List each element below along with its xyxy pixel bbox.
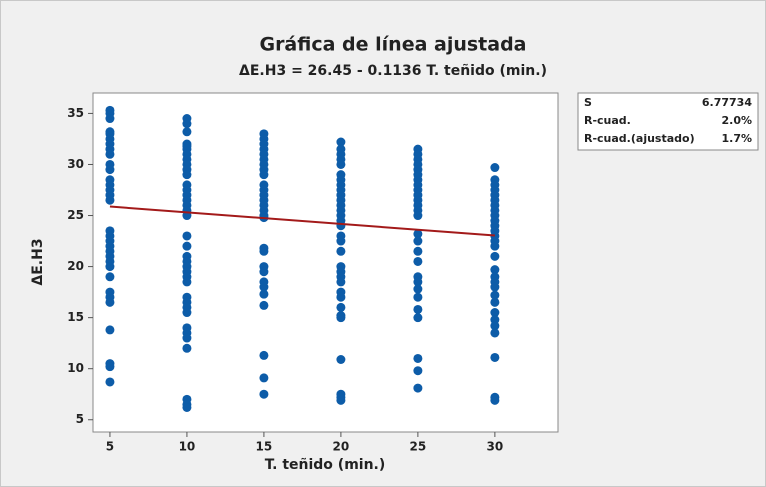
point bbox=[413, 256, 423, 266]
point bbox=[336, 395, 346, 405]
point bbox=[490, 352, 500, 362]
point bbox=[413, 292, 423, 302]
point bbox=[105, 377, 115, 387]
point bbox=[336, 302, 346, 312]
point bbox=[413, 366, 423, 376]
point bbox=[182, 308, 192, 318]
point bbox=[105, 165, 115, 175]
point bbox=[105, 149, 115, 159]
point bbox=[336, 221, 346, 231]
point bbox=[182, 231, 192, 241]
chart-title: Gráfica de línea ajustada bbox=[259, 34, 526, 56]
point bbox=[490, 265, 500, 275]
point bbox=[259, 170, 269, 180]
point bbox=[413, 383, 423, 393]
y-tick-label: 5 bbox=[76, 412, 84, 426]
fit-line bbox=[109, 205, 495, 237]
chart-subtitle: ΔE.H3 = 26.45 - 0.1136 T. teñido (min.) bbox=[239, 63, 547, 79]
stat-label: R-cuad.(ajustado) bbox=[584, 132, 695, 145]
point bbox=[182, 170, 192, 180]
point bbox=[182, 402, 192, 412]
point bbox=[182, 119, 192, 129]
point bbox=[490, 163, 500, 173]
y-axis-label: ΔE.H3 bbox=[30, 238, 46, 285]
point bbox=[490, 241, 500, 251]
point bbox=[413, 236, 423, 246]
point bbox=[336, 159, 346, 169]
point bbox=[336, 355, 346, 365]
point bbox=[413, 353, 423, 363]
point bbox=[105, 297, 115, 307]
point bbox=[259, 289, 269, 299]
point bbox=[413, 229, 423, 239]
x-tick-label: 25 bbox=[410, 440, 427, 454]
x-tick-label: 15 bbox=[256, 440, 273, 454]
point bbox=[490, 321, 500, 331]
point bbox=[336, 292, 346, 302]
point bbox=[413, 313, 423, 323]
stat-label: R-cuad. bbox=[584, 114, 631, 127]
point bbox=[259, 246, 269, 256]
point bbox=[413, 246, 423, 256]
point bbox=[105, 325, 115, 335]
stat-value: 1.7% bbox=[721, 132, 752, 145]
point bbox=[182, 241, 192, 251]
point bbox=[413, 211, 423, 221]
point bbox=[182, 343, 192, 353]
point bbox=[413, 284, 423, 294]
point bbox=[259, 373, 269, 383]
x-tick-label: 10 bbox=[179, 440, 196, 454]
point bbox=[490, 395, 500, 405]
point bbox=[259, 300, 269, 310]
point bbox=[336, 246, 346, 256]
point bbox=[336, 313, 346, 323]
y-tick-label: 30 bbox=[67, 157, 84, 171]
point bbox=[105, 262, 115, 272]
stat-value: 6.77734 bbox=[702, 96, 752, 109]
x-tick-label: 5 bbox=[106, 440, 114, 454]
point bbox=[336, 236, 346, 246]
stats-box bbox=[577, 92, 759, 151]
y-tick-label: 35 bbox=[67, 106, 84, 120]
point bbox=[259, 267, 269, 277]
point bbox=[490, 308, 500, 318]
point bbox=[336, 137, 346, 147]
point bbox=[259, 350, 269, 360]
point bbox=[490, 251, 500, 261]
point bbox=[490, 297, 500, 307]
point bbox=[182, 127, 192, 137]
point bbox=[182, 333, 192, 343]
point bbox=[105, 272, 115, 282]
point bbox=[105, 114, 115, 124]
y-tick-label: 10 bbox=[67, 361, 84, 375]
point bbox=[336, 277, 346, 287]
point bbox=[182, 277, 192, 287]
y-tick-label: 15 bbox=[67, 310, 84, 324]
stat-value: 2.0% bbox=[721, 114, 752, 127]
point bbox=[490, 282, 500, 292]
point bbox=[490, 328, 500, 338]
stat-label: S bbox=[584, 96, 592, 109]
point bbox=[413, 304, 423, 314]
point bbox=[413, 277, 423, 287]
point bbox=[259, 389, 269, 399]
y-tick-label: 25 bbox=[67, 208, 84, 222]
point bbox=[490, 290, 500, 300]
x-tick-label: 20 bbox=[333, 440, 350, 454]
point bbox=[259, 282, 269, 292]
plot-area bbox=[92, 92, 559, 433]
x-tick-label: 30 bbox=[487, 440, 504, 454]
x-axis-label: T. teñido (min.) bbox=[265, 457, 386, 473]
point bbox=[105, 195, 115, 205]
y-tick-label: 20 bbox=[67, 259, 84, 273]
point bbox=[105, 362, 115, 372]
